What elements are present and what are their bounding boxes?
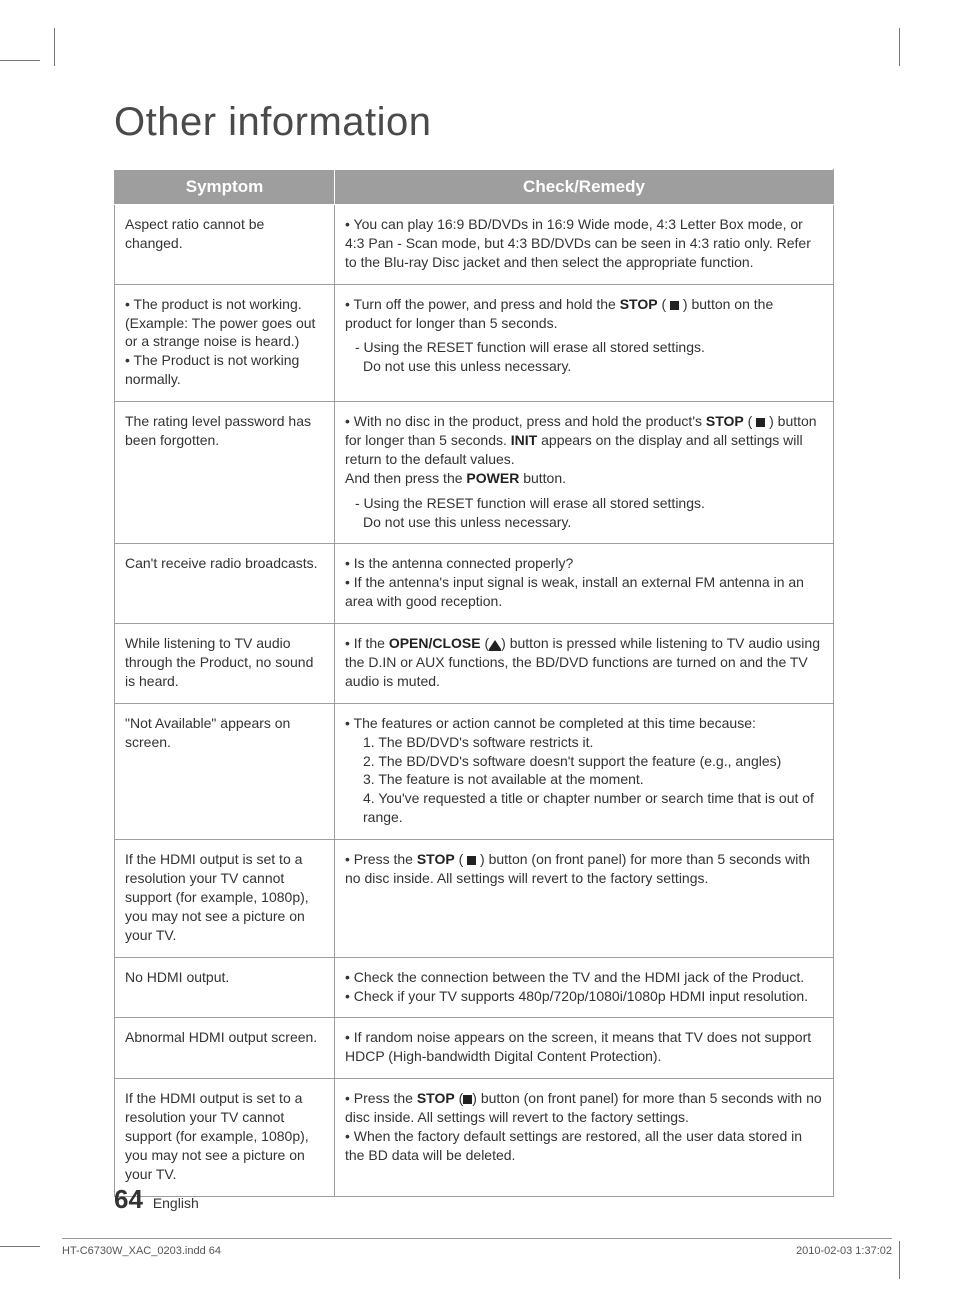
symptom-line: If the HDMI output is set to a resolutio… (125, 850, 324, 944)
symptom-cell: The rating level password has been forgo… (115, 402, 335, 544)
remedy-line: 1. The BD/DVD's software restricts it. (345, 733, 823, 752)
symptom-line: No HDMI output. (125, 968, 324, 987)
remedy-cell: • Is the antenna connected properly?• If… (335, 544, 834, 624)
page-number-value: 64 (114, 1184, 143, 1214)
remedy-cell: • Check the connection between the TV an… (335, 957, 834, 1018)
table-row: Abnormal HDMI output screen. • If random … (115, 1018, 834, 1079)
remedy-line: • When the factory default settings are … (345, 1127, 823, 1165)
page-number: 64 English (114, 1184, 199, 1215)
remedy-line: • If the OPEN/CLOSE () button is pressed… (345, 634, 823, 691)
symptom-cell: Can't receive radio broadcasts. (115, 544, 335, 624)
footer-left: HT-C6730W_XAC_0203.indd 64 (62, 1245, 221, 1257)
symptom-line: • The product is not working. (Example: … (125, 295, 324, 352)
troubleshooting-table: Symptom Check/Remedy Aspect ratio cannot… (114, 169, 834, 1197)
crop-mark (0, 60, 40, 61)
table-row: While listening to TV audio through the … (115, 624, 834, 704)
remedy-cell: • If the OPEN/CLOSE () button is pressed… (335, 624, 834, 704)
col-header-symptom: Symptom (115, 170, 335, 205)
remedy-cell: • You can play 16:9 BD/DVDs in 16:9 Wide… (335, 205, 834, 285)
page-title: Other information (114, 100, 834, 145)
table-row: No HDMI output. • Check the connection be… (115, 957, 834, 1018)
remedy-line: Do not use this unless necessary. (345, 513, 823, 532)
table-row: Can't receive radio broadcasts. • Is the … (115, 544, 834, 624)
symptom-cell: • The product is not working. (Example: … (115, 284, 335, 401)
remedy-line: • If the antenna's input signal is weak,… (345, 573, 823, 611)
remedy-line: • Is the antenna connected properly? (345, 554, 823, 573)
stop-icon (756, 418, 765, 427)
symptom-cell: If the HDMI output is set to a resolutio… (115, 1079, 335, 1196)
remedy-cell: • If random noise appears on the screen,… (335, 1018, 834, 1079)
col-header-remedy: Check/Remedy (335, 170, 834, 205)
remedy-line: • Check the connection between the TV an… (345, 968, 823, 987)
symptom-line: "Not Available" appears on screen. (125, 714, 324, 752)
remedy-line: • Press the STOP () button (on front pan… (345, 1089, 823, 1127)
remedy-line: • The features or action cannot be compl… (345, 714, 823, 733)
crop-mark (54, 28, 55, 66)
remedy-line: • Turn off the power, and press and hold… (345, 295, 823, 333)
remedy-line: And then press the POWER button. (345, 469, 823, 488)
remedy-cell: • Press the STOP () button (on front pan… (335, 1079, 834, 1196)
stop-icon (463, 1095, 472, 1104)
remedy-cell: • Turn off the power, and press and hold… (335, 284, 834, 401)
remedy-line: - Using the RESET function will erase al… (345, 494, 823, 513)
crop-mark (899, 28, 900, 66)
footer-right: 2010-02-03 1:37:02 (796, 1245, 892, 1257)
remedy-line: Do not use this unless necessary. (345, 357, 823, 376)
symptom-line: The rating level password has been forgo… (125, 412, 324, 450)
symptom-cell: Aspect ratio cannot be changed. (115, 205, 335, 285)
remedy-line: • You can play 16:9 BD/DVDs in 16:9 Wide… (345, 215, 823, 272)
remedy-line: 3. The feature is not available at the m… (345, 770, 823, 789)
remedy-line: • Press the STOP ( ) button (on front pa… (345, 850, 823, 888)
symptom-cell: No HDMI output. (115, 957, 335, 1018)
remedy-cell: • The features or action cannot be compl… (335, 703, 834, 839)
symptom-cell: Abnormal HDMI output screen. (115, 1018, 335, 1079)
page-language: English (153, 1195, 199, 1211)
crop-mark (0, 1246, 40, 1247)
crop-mark (899, 1241, 900, 1279)
remedy-cell: • Press the STOP ( ) button (on front pa… (335, 840, 834, 957)
remedy-cell: • With no disc in the product, press and… (335, 402, 834, 544)
table-row: • The product is not working. (Example: … (115, 284, 834, 401)
stop-icon (467, 856, 476, 865)
symptom-cell: While listening to TV audio through the … (115, 624, 335, 704)
remedy-line: 4. You've requested a title or chapter n… (345, 789, 823, 827)
remedy-line: • Check if your TV supports 480p/720p/10… (345, 987, 823, 1006)
table-row: The rating level password has been forgo… (115, 402, 834, 544)
remedy-line: 2. The BD/DVD's software doesn't support… (345, 752, 823, 771)
symptom-cell: "Not Available" appears on screen. (115, 703, 335, 839)
table-row: "Not Available" appears on screen. • The … (115, 703, 834, 839)
remedy-line: - Using the RESET function will erase al… (345, 338, 823, 357)
table-row: If the HDMI output is set to a resolutio… (115, 840, 834, 957)
remedy-line: • With no disc in the product, press and… (345, 412, 823, 469)
stop-icon (670, 301, 679, 310)
symptom-line: Aspect ratio cannot be changed. (125, 215, 324, 253)
symptom-line: If the HDMI output is set to a resolutio… (125, 1089, 324, 1183)
eject-icon (489, 640, 501, 649)
remedy-line: • If random noise appears on the screen,… (345, 1028, 823, 1066)
table-row: If the HDMI output is set to a resolutio… (115, 1079, 834, 1196)
symptom-line: • The Product is not working normally. (125, 351, 324, 389)
symptom-line: Can't receive radio broadcasts. (125, 554, 324, 573)
symptom-line: While listening to TV audio through the … (125, 634, 324, 691)
symptom-line: Abnormal HDMI output screen. (125, 1028, 324, 1047)
symptom-cell: If the HDMI output is set to a resolutio… (115, 840, 335, 957)
table-row: Aspect ratio cannot be changed. • You can… (115, 205, 834, 285)
